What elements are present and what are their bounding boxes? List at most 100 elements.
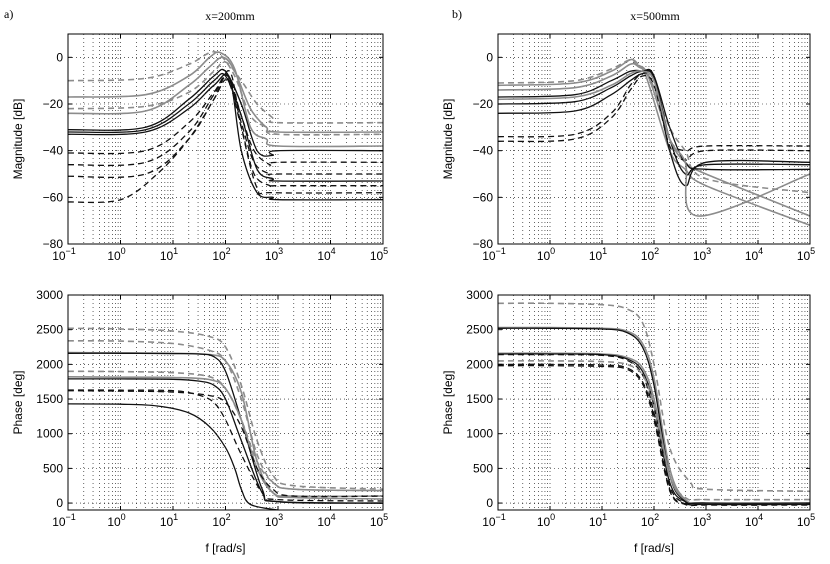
- x-tick-label: 100: [107, 246, 125, 263]
- x-tick-label: 100: [107, 512, 125, 529]
- x-tick-label-exponent: 3: [706, 246, 711, 256]
- series-line-7: [498, 363, 810, 506]
- x-tick-label: 101: [160, 512, 178, 529]
- x-tick-label: 104: [317, 512, 335, 529]
- y-tick-label: −80: [473, 237, 494, 251]
- panel-label: a): [4, 7, 13, 21]
- x-tick-label-base: 10: [107, 515, 121, 529]
- y-tick-label: 2500: [36, 323, 63, 337]
- chart-title: x=500mm: [630, 9, 680, 23]
- y-axis-label: Magnitude [dB]: [11, 99, 25, 180]
- x-tick-label: 101: [589, 246, 607, 263]
- plot-area: [68, 295, 383, 510]
- y-tick-label: −60: [473, 190, 494, 204]
- y-tick-label: 0: [486, 50, 493, 64]
- x-tick-label: 101: [160, 246, 178, 263]
- x-tick-label-base: 10: [212, 515, 226, 529]
- y-tick-label: 0: [56, 496, 63, 510]
- x-tick-label: 10−1: [52, 246, 76, 263]
- x-tick-label-base: 10: [589, 515, 603, 529]
- series-line-9: [68, 403, 279, 510]
- series-line-7: [68, 389, 383, 502]
- x-tick-label: 104: [745, 512, 763, 529]
- x-tick-label-exponent: 3: [278, 512, 283, 522]
- x-tick-label-exponent: −1: [66, 246, 76, 256]
- x-tick-label-base: 10: [160, 515, 174, 529]
- x-tick-label: 104: [317, 246, 335, 263]
- x-tick-label-base: 10: [370, 515, 384, 529]
- x-tick-label-exponent: 2: [226, 512, 231, 522]
- x-tick-label-exponent: 3: [706, 512, 711, 522]
- x-tick-label-base: 10: [589, 249, 603, 263]
- x-tick-label-base: 10: [537, 515, 551, 529]
- chart-title: x=200mm: [205, 9, 255, 23]
- series-group: [68, 50, 383, 204]
- series-line-11: [68, 73, 383, 201]
- x-tick-label: 105: [370, 512, 388, 529]
- y-tick-label: 1000: [36, 427, 63, 441]
- x-tick-label: 10−1: [482, 246, 506, 263]
- y-tick-label: 3000: [36, 288, 63, 302]
- series-line-4: [68, 60, 383, 124]
- x-tick-label-base: 10: [482, 249, 496, 263]
- series-line-8: [68, 76, 383, 176]
- x-tick-label-exponent: 5: [810, 246, 815, 256]
- series-line-9: [498, 70, 810, 217]
- x-tick-label-base: 10: [265, 515, 279, 529]
- x-tick-label-exponent: 4: [758, 512, 763, 522]
- x-tick-label-base: 10: [212, 249, 226, 263]
- series-line-8: [498, 365, 810, 507]
- y-tick-label: 1500: [36, 392, 63, 406]
- x-tick-label-base: 10: [370, 249, 384, 263]
- chart-b-phase: 10−1 100 101 102 103 104 105050010001500200025…: [441, 288, 815, 555]
- x-tick-label: 100: [537, 246, 555, 263]
- x-tick-label: 10−1: [482, 512, 506, 529]
- x-tick-label-exponent: 5: [383, 246, 388, 256]
- series-line-9: [498, 360, 810, 501]
- series-line-1: [498, 302, 810, 493]
- x-tick-label-exponent: 0: [121, 246, 126, 256]
- x-tick-label-base: 10: [107, 249, 121, 263]
- x-tick-label-exponent: 3: [278, 246, 283, 256]
- chart-a-mag: 10−1 100 101 102 103 104 105−80−60−40−200Magni…: [4, 7, 388, 263]
- x-tick-label: 105: [370, 246, 388, 263]
- x-tick-label-exponent: 5: [810, 512, 815, 522]
- x-tick-label-exponent: 0: [550, 246, 555, 256]
- x-tick-label-exponent: 0: [121, 512, 126, 522]
- y-tick-label: 2000: [466, 357, 493, 371]
- series-line-9: [68, 79, 383, 188]
- x-axis-label: f [rad/s]: [634, 541, 674, 555]
- series-line-6: [68, 378, 383, 504]
- series-group: [498, 58, 810, 227]
- x-tick-label-base: 10: [537, 249, 551, 263]
- grid: [498, 34, 810, 244]
- x-tick-label-exponent: 2: [226, 246, 231, 256]
- series-line-1: [68, 327, 383, 490]
- x-tick-label-base: 10: [265, 249, 279, 263]
- series-line-6: [498, 70, 810, 187]
- x-tick-label-exponent: 0: [550, 512, 555, 522]
- x-tick-label: 103: [265, 246, 283, 263]
- x-tick-label: 103: [693, 246, 711, 263]
- y-tick-label: 2000: [36, 357, 63, 371]
- x-tick-label-exponent: 4: [758, 246, 763, 256]
- x-tick-label: 104: [745, 246, 763, 263]
- y-tick-label: 2500: [466, 323, 493, 337]
- y-axis-label: Magnitude [dB]: [441, 99, 455, 180]
- x-tick-label-base: 10: [482, 515, 496, 529]
- x-tick-label: 102: [212, 246, 230, 263]
- x-tick-label: 105: [797, 512, 815, 529]
- y-tick-label: −60: [43, 190, 64, 204]
- x-tick-label-exponent: 5: [383, 512, 388, 522]
- y-tick-label: 500: [43, 461, 63, 475]
- x-tick-label-base: 10: [797, 249, 811, 263]
- x-tick-label-base: 10: [745, 249, 759, 263]
- y-tick-label: −40: [473, 144, 494, 158]
- x-tick-label-exponent: 2: [654, 512, 659, 522]
- series-line-2: [68, 50, 383, 136]
- x-tick-label-exponent: 1: [602, 512, 607, 522]
- y-tick-label: −80: [43, 237, 64, 251]
- x-tick-label: 102: [641, 512, 659, 529]
- x-tick-label: 103: [693, 512, 711, 529]
